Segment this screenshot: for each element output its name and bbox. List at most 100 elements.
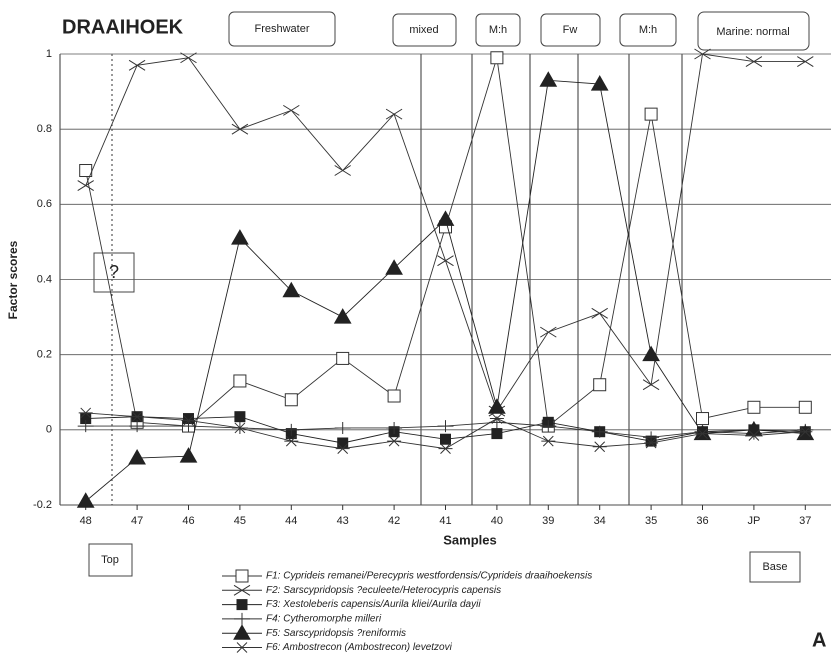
y-tick-label: 0.8 xyxy=(37,123,52,135)
marker xyxy=(798,426,813,438)
marker xyxy=(387,389,401,403)
x-tick-label: 43 xyxy=(337,515,349,527)
x-tick-label: 34 xyxy=(594,515,606,527)
marker xyxy=(489,413,504,424)
marker xyxy=(334,421,351,434)
legend-label: F5: Sarscypridopsis ?reniformis xyxy=(266,628,406,639)
marker xyxy=(693,424,712,441)
marker xyxy=(593,378,607,392)
marker xyxy=(798,400,812,414)
marker xyxy=(284,393,298,407)
marker xyxy=(747,400,761,414)
legend-marker xyxy=(235,642,249,653)
annotation: M:h xyxy=(489,24,507,36)
y-tick-label: 0.6 xyxy=(37,198,52,210)
x-tick-label: 41 xyxy=(439,515,451,527)
marker xyxy=(591,425,608,438)
marker xyxy=(333,308,352,324)
y-tick-label: 0.2 xyxy=(37,349,52,361)
marker xyxy=(746,430,761,441)
legend-marker xyxy=(234,612,250,625)
annotation: Base xyxy=(762,561,787,573)
marker xyxy=(129,420,146,433)
annotation-box xyxy=(540,13,601,47)
marker xyxy=(180,52,197,64)
marker xyxy=(438,443,453,454)
legend-label: F1: Cyprideis remanei/Perecypris westfor… xyxy=(266,571,592,582)
series-line xyxy=(85,57,806,427)
marker xyxy=(233,374,247,388)
marker xyxy=(336,351,350,365)
marker xyxy=(76,492,95,508)
annotation: ? xyxy=(109,262,119,282)
marker xyxy=(130,411,145,423)
annotation: mixed xyxy=(409,24,438,36)
marker xyxy=(541,435,556,447)
annotation-box xyxy=(619,13,677,47)
y-tick-label: 1 xyxy=(46,48,52,60)
marker xyxy=(796,424,815,441)
y-tick-label: -0.2 xyxy=(33,499,52,511)
x-tick-label: 47 xyxy=(131,515,143,527)
annotation-box xyxy=(697,11,810,51)
marker xyxy=(437,255,454,267)
marker xyxy=(437,420,454,433)
marker xyxy=(337,437,349,449)
legend-marker xyxy=(236,599,248,611)
marker xyxy=(695,428,710,439)
marker xyxy=(386,421,403,434)
x-tick-label: 45 xyxy=(234,515,246,527)
marker xyxy=(642,379,660,391)
annotation: M:h xyxy=(639,24,657,36)
marker xyxy=(282,281,301,298)
x-tick-label: 36 xyxy=(696,515,708,527)
marker xyxy=(385,108,403,120)
marker xyxy=(231,229,249,245)
chart-title: DRAAIHOEK xyxy=(62,16,184,38)
marker xyxy=(488,398,506,414)
marker xyxy=(642,345,660,362)
x-tick-label: 48 xyxy=(80,515,92,527)
annotation: Freshwater xyxy=(254,23,309,35)
legend-marker xyxy=(235,569,249,583)
legend-label: F2: Sarscypridopsis ?eculeete/Heterocypr… xyxy=(266,585,501,596)
legend-label: F3: Xestoleberis capensis/Aurila kliei/A… xyxy=(266,599,481,610)
y-axis-label: Factor scores xyxy=(6,240,20,319)
annotation: Fw xyxy=(563,24,578,36)
marker xyxy=(491,428,503,440)
marker xyxy=(284,435,299,447)
marker xyxy=(283,423,300,436)
marker xyxy=(232,422,247,434)
marker xyxy=(440,433,451,445)
marker xyxy=(179,447,198,463)
marker xyxy=(540,326,557,338)
y-tick-label: 0.4 xyxy=(37,273,52,285)
annotation-boxes: Freshwater mixed M:h Fw M:h Marine: norm… xyxy=(88,11,826,651)
marker xyxy=(591,307,608,319)
marker xyxy=(231,123,249,135)
annotation-box xyxy=(228,11,336,47)
marker xyxy=(181,415,196,426)
annotation-box xyxy=(475,13,521,47)
marker xyxy=(180,420,197,433)
x-tick-label: 40 xyxy=(491,515,503,527)
marker xyxy=(490,51,504,65)
marker xyxy=(387,435,402,447)
x-tick-label: 42 xyxy=(388,515,400,527)
legend-marker xyxy=(233,584,251,596)
marker xyxy=(696,412,709,426)
legend-label: F6: Ambostrecon (Ambostrecon) levetzovi xyxy=(266,642,453,653)
marker xyxy=(385,259,403,275)
marker xyxy=(128,59,146,71)
marker xyxy=(643,431,660,444)
marker xyxy=(590,75,609,91)
x-tick-label: 39 xyxy=(542,515,554,527)
marker xyxy=(644,437,659,449)
x-tick-label: 37 xyxy=(799,515,811,527)
marker xyxy=(234,411,246,423)
marker xyxy=(797,56,814,67)
marker xyxy=(77,420,94,433)
marker xyxy=(745,56,763,67)
marker xyxy=(644,107,658,121)
